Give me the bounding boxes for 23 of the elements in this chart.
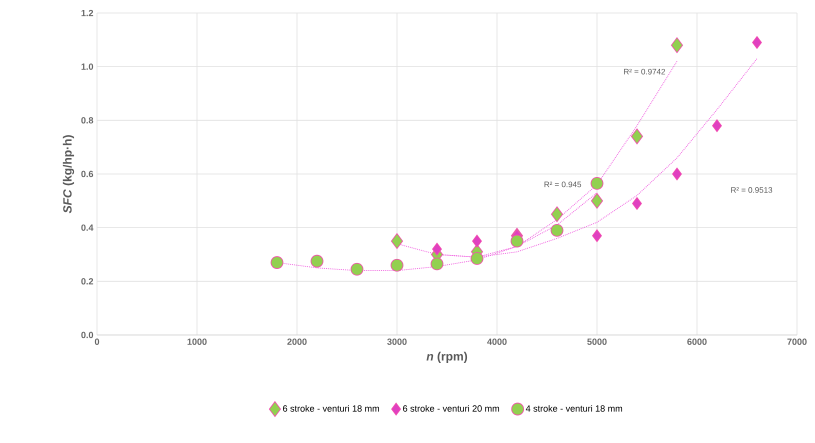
y-tick-label: 1.2 [82,10,94,16]
x-tick-label: 7000 [787,338,807,345]
legend-label: 4 stroke - venturi 18 mm [526,405,622,412]
y-tick-label: 0.4 [81,224,94,231]
y-tick-label: 0.0 [81,332,94,338]
x-axis-title: n (rpm) [426,352,468,363]
legend-label: 6 stroke - venturi 20 mm [403,405,500,412]
legend-label: 6 stroke - venturi 18 mm [283,405,380,412]
annotation: R² = 0.945 [544,182,582,188]
x-tick-label: 1000 [188,338,207,345]
y-tick-label: 0.2 [81,278,94,285]
x-tick-label: 5000 [587,338,607,345]
x-tick-label: 6000 [687,338,707,345]
x-tick-label: 2000 [287,338,307,345]
x-tick-label: 0 [94,338,100,345]
y-tick-label: 0.6 [81,170,94,178]
annotation: R² = 0.9513 [731,187,772,193]
y-tick-label: 1.0 [82,63,94,70]
annotation: R² = 0.9742 [624,68,666,74]
y-axis-title: SFC (kg/hp·h) [62,135,74,214]
x-tick-label: 3000 [387,338,407,345]
x-tick-label: 4000 [487,338,507,345]
y-tick-label: 0.8 [81,117,94,124]
